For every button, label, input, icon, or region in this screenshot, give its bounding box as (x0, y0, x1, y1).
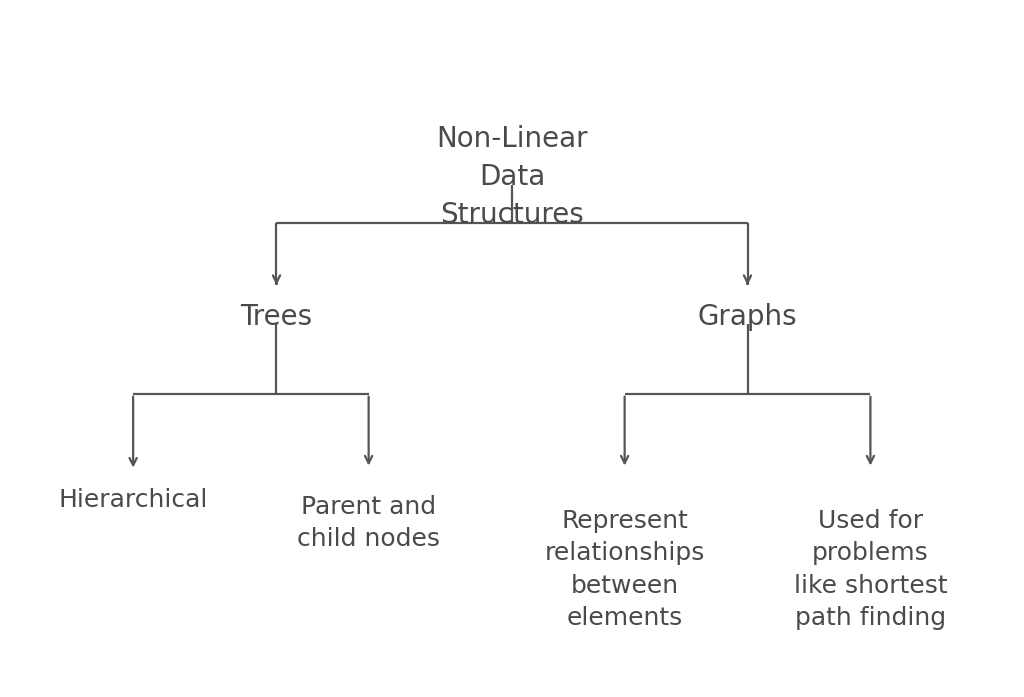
Text: Represent
relationships
between
elements: Represent relationships between elements (545, 509, 705, 631)
Text: Used for
problems
like shortest
path finding: Used for problems like shortest path fin… (794, 509, 947, 631)
Text: Graphs: Graphs (697, 303, 798, 331)
Text: Parent and
child nodes: Parent and child nodes (297, 495, 440, 551)
Text: Trees: Trees (241, 303, 312, 331)
Text: Hierarchical: Hierarchical (58, 488, 208, 512)
Text: Non-Linear
Data
Structures: Non-Linear Data Structures (436, 125, 588, 229)
